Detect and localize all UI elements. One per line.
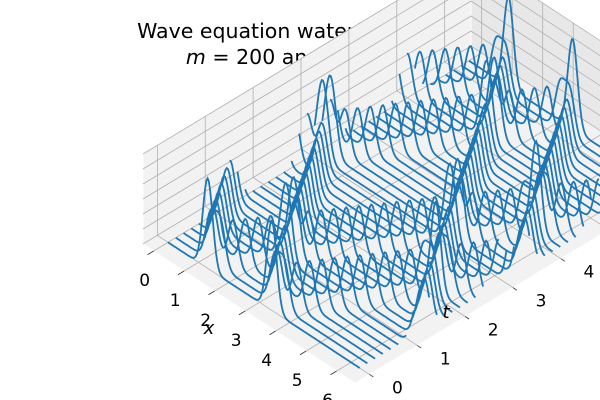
y-tick-mark [560, 258, 566, 262]
wave-curve [275, 153, 469, 304]
x-tick-mark [269, 330, 276, 336]
x-tick-mark [330, 370, 337, 376]
x-tick-label: 1 [170, 291, 181, 311]
wave-curve [175, 207, 368, 365]
y-tick-label: 0 [392, 378, 403, 398]
x-tick-label: 2 [200, 311, 211, 331]
grid-back-z [470, 15, 600, 102]
wave-curve [375, 99, 569, 243]
wave-curve [313, 78, 508, 275]
wave-curve [283, 145, 477, 299]
x-tick-mark [238, 310, 246, 316]
y-tick-mark [369, 373, 374, 378]
grid-floor-y [205, 206, 418, 346]
grid-left-z [142, 0, 424, 170]
y-tick-mark [464, 316, 470, 320]
x-tick-label: 6 [322, 391, 333, 400]
y-tick-label: 1 [440, 349, 451, 369]
wave-curve [213, 174, 407, 338]
wave-curve [298, 130, 492, 278]
grid-floor-x [214, 92, 543, 292]
x-tick-mark [177, 270, 185, 276]
wave-curves [167, 0, 600, 369]
grid-left-z [142, 0, 449, 185]
grid-back-z [514, 0, 600, 57]
wave-curve [183, 206, 376, 360]
x-tick-label: 3 [231, 331, 242, 351]
grid-floor-x [244, 112, 574, 312]
title-m-symbol: m [186, 45, 206, 69]
x-axis-label: x [203, 318, 215, 339]
x-tick-mark [208, 290, 215, 296]
wave-curve [252, 177, 446, 317]
wave-curve [198, 190, 392, 351]
wave-curve [344, 105, 538, 255]
wave-curve [468, 0, 600, 148]
wave-curve [398, 73, 592, 217]
y-tick-label: 2 [488, 321, 499, 341]
grid-left-z [142, 0, 472, 200]
y-tick-mark [417, 345, 422, 349]
wave-curve [167, 176, 361, 369]
wave-curve [460, 35, 600, 158]
x-tick-mark [299, 350, 307, 356]
y-tick-mark [512, 287, 518, 291]
grid-back-z [470, 30, 600, 117]
x-tick-label: 4 [261, 351, 272, 371]
axis-ticks: 012345601234560.000.250.500.751.001.251.… [139, 250, 594, 400]
x-tick-label: 5 [292, 371, 303, 391]
grid-floor-y [300, 148, 514, 288]
wave-curve [352, 103, 546, 257]
wave-curve [383, 98, 577, 238]
y-tick-label: 3 [536, 292, 547, 312]
grid-left-z [142, 45, 472, 245]
grid-left-z [142, 15, 472, 215]
grid-floor-y [444, 61, 600, 165]
grid-left-z [142, 0, 399, 155]
grid-floor-x [183, 72, 513, 272]
y-tick-label: 4 [583, 263, 594, 283]
wave-curve [244, 185, 438, 316]
x-tick-mark [147, 250, 154, 256]
wave-curve [453, 43, 600, 168]
grid-back-z [537, 0, 600, 42]
x-tick-label: 0 [139, 271, 150, 291]
wave-curve [445, 45, 600, 177]
wave-curve [414, 50, 600, 214]
y-axis-label: t [442, 302, 450, 323]
